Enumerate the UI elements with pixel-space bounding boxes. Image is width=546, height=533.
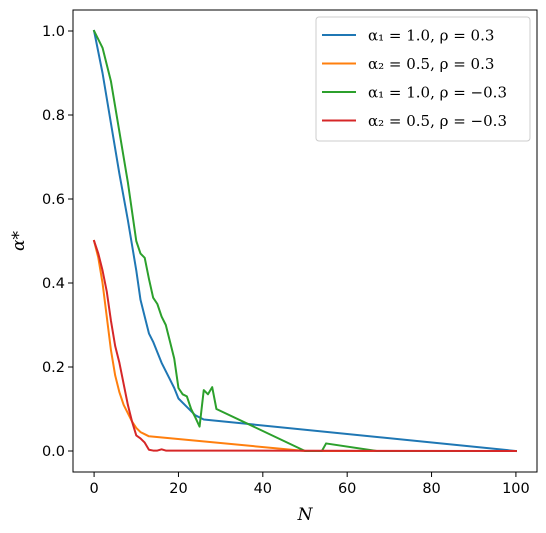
series-layer	[92, 29, 518, 453]
x-tick-label: 80	[422, 481, 440, 497]
legend-label-4: α₂ = 0.5, ρ = −0.3	[368, 112, 507, 130]
x-tick-label: 0	[89, 481, 98, 497]
y-tick-label: 0.2	[42, 360, 65, 376]
x-tick-label: 40	[254, 481, 272, 497]
legend-box	[315, 16, 531, 142]
series-line-2	[92, 239, 517, 452]
legend: α₁ = 1.0, ρ = 0.3 α₂ = 0.5, ρ = 0.3 α₁ = 1…	[315, 16, 531, 142]
y-axis-ticks: 0.0 0.2 0.4 0.6 0.8 1.0	[42, 24, 73, 460]
plot-frame	[72, 9, 538, 473]
x-axis-label: N	[297, 505, 314, 525]
y-tick-label: 0.0	[42, 444, 65, 460]
y-tick-label: 0.4	[42, 276, 65, 292]
x-tick-label: 100	[502, 481, 530, 497]
y-tick-label: 1.0	[42, 24, 65, 40]
x-axis-ticks: 0 20 40 60 80 100	[89, 472, 530, 497]
series-line-1	[92, 29, 518, 453]
series-line-4	[92, 239, 517, 453]
series-line-3	[92, 29, 517, 452]
legend-label-2: α₂ = 0.5, ρ = 0.3	[368, 55, 494, 73]
x-tick-label: 20	[169, 481, 187, 497]
legend-label-1: α₁ = 1.0, ρ = 0.3	[368, 27, 494, 45]
y-axis-label: α*	[9, 231, 29, 251]
x-tick-label: 60	[338, 481, 356, 497]
legend-label-3: α₁ = 1.0, ρ = −0.3	[368, 84, 507, 102]
y-tick-label: 0.6	[42, 192, 65, 208]
y-tick-label: 0.8	[42, 108, 65, 124]
